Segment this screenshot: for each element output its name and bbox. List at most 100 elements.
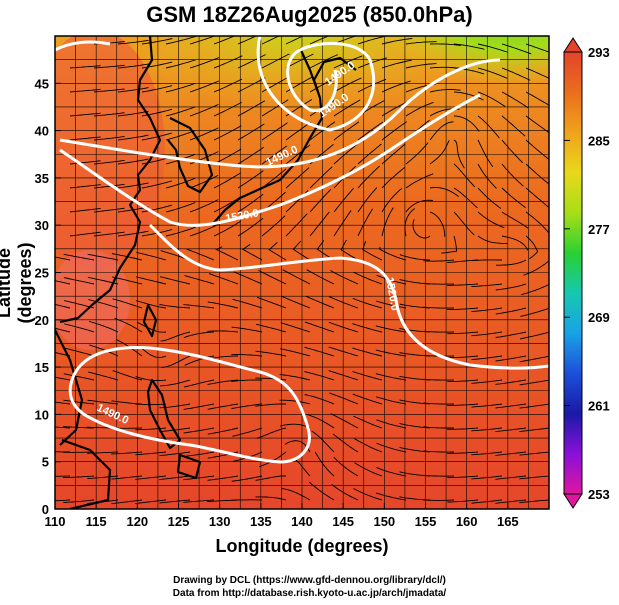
- x-tick-label: 130: [209, 514, 231, 529]
- streamline: [405, 63, 437, 69]
- streamline: [183, 331, 215, 339]
- streamline: [255, 377, 287, 381]
- coastlines: [55, 36, 357, 509]
- contour-label: 1520.0: [383, 276, 401, 311]
- streamline: [311, 430, 335, 453]
- streamline: [135, 499, 167, 504]
- streamline: [189, 127, 219, 141]
- streamline: [330, 270, 359, 285]
- streamline: [495, 475, 527, 480]
- map-title: GSM 18Z26Aug2025 (850.0hPa): [146, 2, 473, 27]
- streamline: [213, 125, 242, 141]
- streamline: [55, 280, 71, 285]
- temperature-field: [55, 36, 549, 509]
- x-tick-label: 110: [45, 514, 66, 529]
- x-tick-label: 155: [415, 514, 437, 529]
- streamline: [69, 208, 101, 213]
- streamline: [477, 139, 494, 168]
- streamline: [160, 331, 191, 342]
- streamline: [520, 307, 549, 317]
- streamline: [357, 208, 373, 237]
- streamline: [495, 451, 527, 456]
- streamline: [135, 376, 167, 381]
- streamline: [185, 248, 215, 261]
- streamline: [117, 63, 149, 69]
- streamline: [471, 403, 503, 408]
- streamline: [471, 331, 503, 337]
- streamline: [375, 349, 407, 357]
- streamline: [237, 170, 264, 189]
- streamline: [381, 166, 406, 189]
- streamline: [87, 399, 119, 405]
- streamline: [207, 330, 239, 333]
- streamline: [231, 475, 263, 482]
- streamline: [280, 322, 311, 333]
- streamline: [281, 295, 311, 309]
- streamline: [135, 475, 167, 480]
- streamline: [111, 400, 143, 405]
- streamline: [525, 115, 549, 134]
- colorbar-tick-label: 293: [588, 45, 610, 60]
- streamline: [117, 87, 149, 93]
- streamline: [352, 323, 383, 333]
- streamline: [429, 43, 461, 46]
- streamline: [495, 331, 527, 338]
- streamline: [93, 112, 125, 117]
- streamline: [141, 180, 173, 189]
- streamline: [231, 403, 263, 409]
- streamline: [261, 53, 290, 69]
- streamline: [309, 211, 330, 237]
- streamline: [117, 39, 149, 45]
- streamline: [333, 210, 352, 237]
- streamline: [159, 475, 191, 480]
- streamline: [93, 159, 125, 165]
- streamline: [165, 177, 196, 189]
- coastline-borneo: [61, 438, 112, 509]
- streamline: [550, 236, 560, 260]
- contour-1520-north: [59, 93, 481, 227]
- streamline: [376, 467, 407, 477]
- contour-small-nw: [55, 40, 111, 52]
- streamline: [357, 143, 382, 165]
- contour-1490-south: [68, 345, 311, 464]
- coastline-korea: [167, 117, 214, 194]
- streamline: [381, 38, 413, 45]
- streamline: [159, 303, 191, 309]
- x-tick-label: 160: [456, 514, 478, 529]
- streamline: [381, 143, 406, 165]
- y-tick-label: 45: [35, 76, 49, 91]
- streamline: [237, 123, 265, 141]
- streamline: [69, 136, 101, 141]
- coastline-japan: [211, 56, 357, 226]
- streamline: [64, 323, 95, 333]
- streamline: [501, 67, 531, 81]
- streamline: [330, 413, 359, 429]
- streamline: [471, 283, 503, 288]
- streamline: [207, 427, 239, 435]
- streamline: [111, 475, 143, 480]
- x-tick-label: 120: [126, 514, 148, 529]
- streamline: [429, 121, 454, 141]
- streamline: [471, 499, 503, 504]
- x-tick-label: 150: [373, 514, 395, 529]
- contour-1520-mid: [148, 223, 549, 370]
- y-tick-label: 5: [42, 455, 49, 470]
- streamline: [183, 475, 215, 481]
- streamline: [256, 323, 287, 333]
- streamline: [285, 53, 314, 69]
- contour-north-1: [256, 36, 376, 132]
- streamline: [399, 399, 431, 405]
- streamline: [213, 148, 242, 165]
- streamline: [117, 158, 149, 165]
- y-tick-label: 35: [35, 171, 49, 186]
- streamline: [501, 43, 532, 55]
- streamline: [477, 43, 508, 53]
- streamline: [453, 187, 478, 209]
- streamline: [501, 187, 526, 209]
- streamline: [135, 403, 167, 406]
- streamline: [423, 378, 455, 381]
- streamline: [525, 163, 549, 185]
- streamline: [69, 231, 101, 237]
- streamline: [447, 379, 479, 383]
